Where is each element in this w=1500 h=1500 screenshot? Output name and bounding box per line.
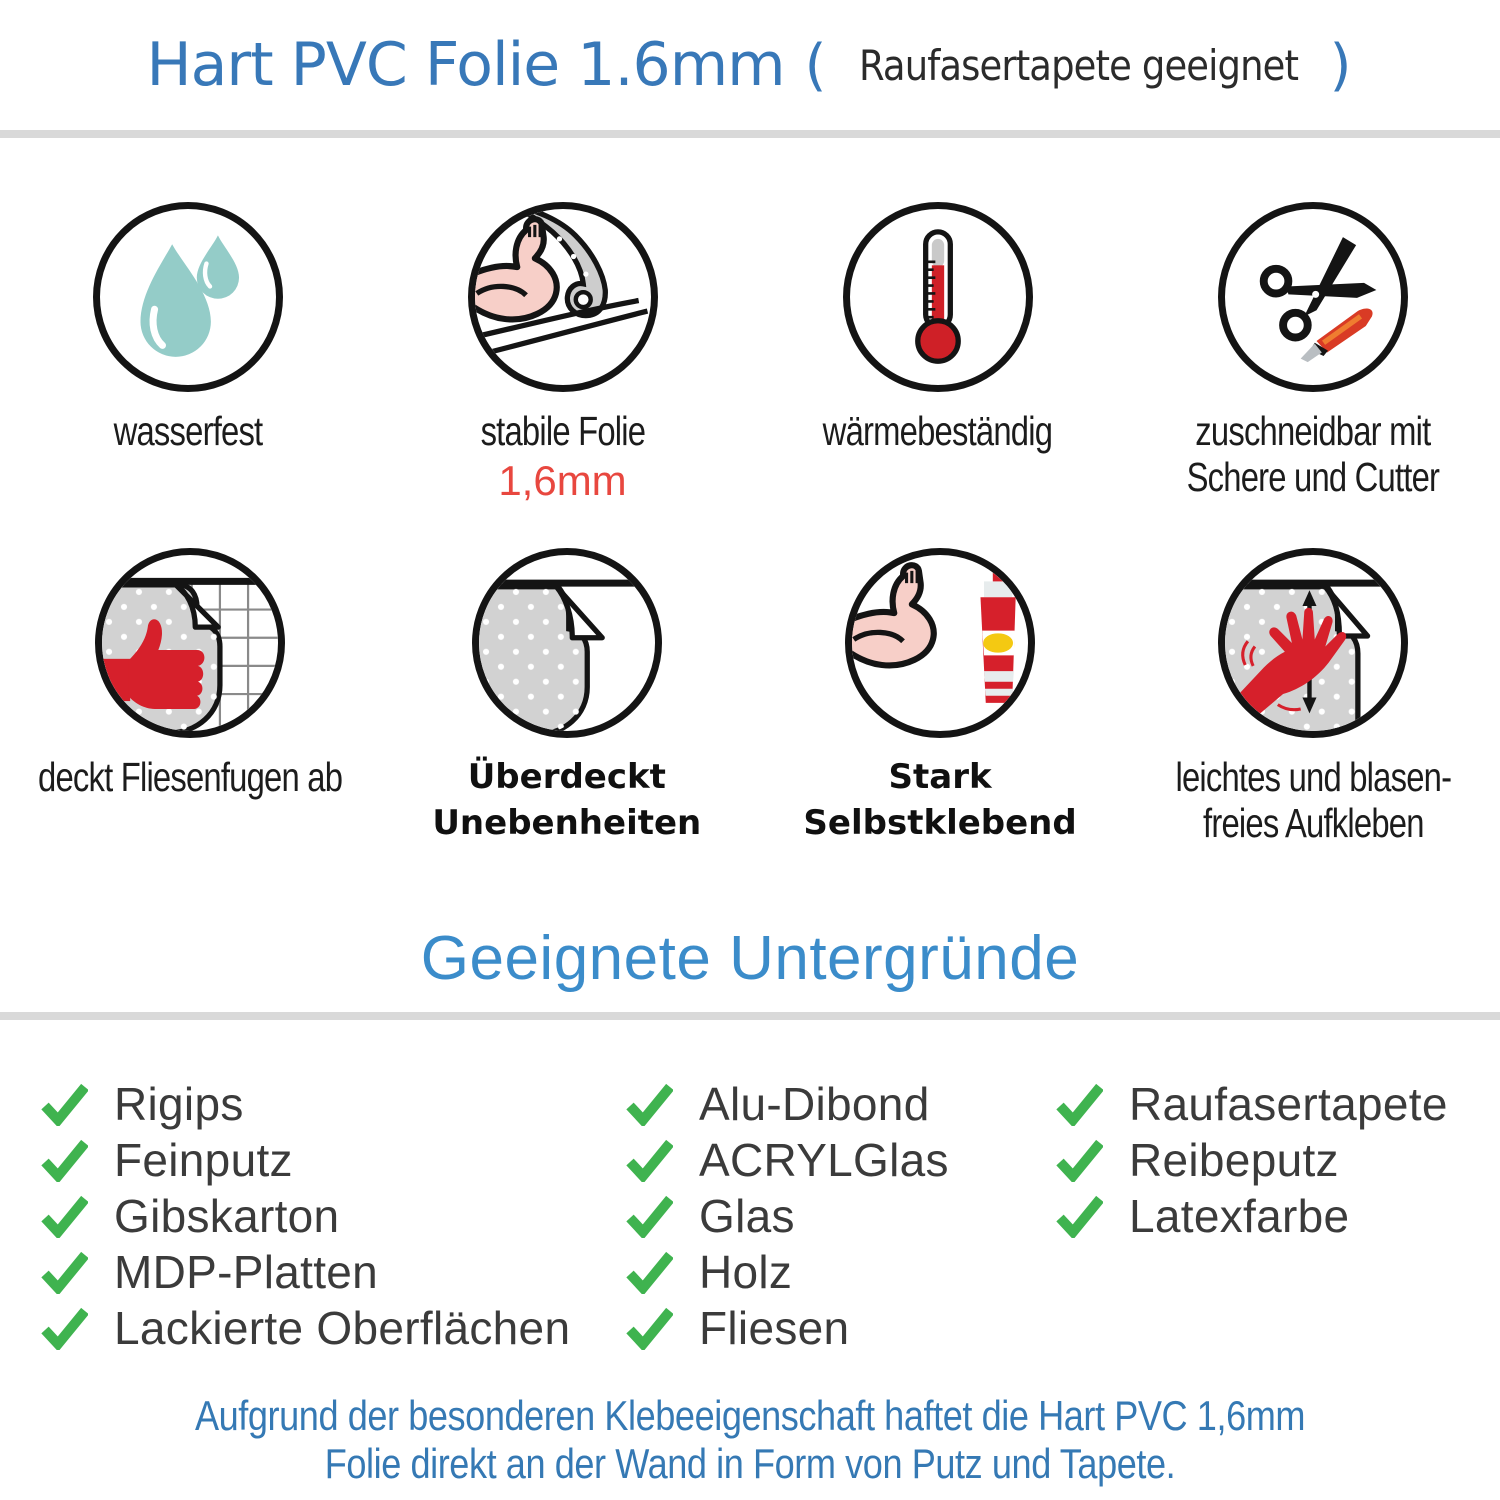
footer-line: Folie direkt an der Wand in Form von Put… (324, 1440, 1176, 1487)
feature-self-adhesive: Stark Selbstklebend (753, 548, 1126, 846)
title-paren-close: ) (1329, 32, 1352, 98)
feature-label: Stark Selbstklebend (803, 757, 1077, 843)
check-icon (1056, 1083, 1103, 1126)
check-icon (41, 1083, 88, 1126)
scissors-cutter-icon (1259, 237, 1376, 363)
list-item: Gibskarton (40, 1188, 625, 1244)
feature-covers-bumps: Überdeckt Unebenheiten (380, 548, 753, 846)
feature-covers-grout: deckt Fliesenfugen ab (0, 548, 380, 846)
check-icon (626, 1307, 673, 1350)
check-icon (1056, 1139, 1103, 1182)
feature-cuttable: zuschneidbar mit Schere und Cutter (1125, 202, 1500, 504)
substrates-checklist: Rigips Feinputz Gibskarton MDP-Platten L… (0, 1020, 1500, 1356)
feature-stable-foil: stabile Folie 1,6mm (375, 202, 750, 504)
header: Hart PVC Folie 1.6mm ( Raufasertapete ge… (0, 0, 1500, 130)
check-icon (626, 1139, 673, 1182)
hand-smoothing-icon (1225, 579, 1402, 731)
check-icon (41, 1251, 88, 1294)
check-icon (1056, 1195, 1103, 1238)
feature-heat-resistant: wärmebeständig (750, 202, 1125, 504)
feature-label: zuschneidbar mit Schere und Cutter (1186, 408, 1439, 500)
list-item: Glas (625, 1188, 1055, 1244)
feature-grid: wasserfest stabile Folie 1,6mm (0, 138, 1500, 846)
muscle-glue-tube-icon (852, 562, 1016, 703)
feature-waterproof: wasserfest (0, 202, 375, 504)
page-title: Hart PVC Folie 1.6mm (146, 30, 786, 100)
thermometer-icon (914, 229, 961, 364)
list-item: Reibeputz (1055, 1132, 1500, 1188)
list-item: Rigips (40, 1076, 625, 1132)
check-icon (41, 1307, 88, 1350)
feature-easy-application: leichtes und blasen- freies Aufkleben (1127, 548, 1500, 846)
list-item: ACRYLGlas (625, 1132, 1055, 1188)
feature-label: Überdeckt Unebenheiten (432, 757, 702, 843)
substrates-heading-wrap: Geeignete Untergründe (0, 846, 1500, 1012)
check-icon (41, 1139, 88, 1182)
check-icon (626, 1083, 673, 1126)
check-icon (626, 1251, 673, 1294)
list-item: Lackierte Oberflächen (40, 1300, 625, 1356)
feature-label: deckt Fliesenfugen ab (38, 754, 343, 800)
substrates-column-1: Rigips Feinputz Gibskarton MDP-Platten L… (40, 1076, 625, 1356)
list-item: Alu-Dibond (625, 1076, 1055, 1132)
list-item: Raufasertapete (1055, 1076, 1500, 1132)
list-item: Fliesen (625, 1300, 1055, 1356)
tile-grout-thumb-icon (102, 577, 279, 731)
substrates-divider (0, 1012, 1500, 1020)
page-subtitle: Raufasertapete geeignet (858, 40, 1298, 90)
substrates-column-3: Raufasertapete Reibeputz Latexfarbe (1055, 1076, 1500, 1356)
footer-line: Aufgrund der besonderen Klebeeigenschaft… (194, 1392, 1306, 1439)
substrates-column-2: Alu-Dibond ACRYLGlas Glas Holz Fliesen (625, 1076, 1055, 1356)
list-item: MDP-Platten (40, 1244, 625, 1300)
water-drops-icon (139, 235, 239, 357)
header-divider (0, 130, 1500, 138)
substrates-heading: Geeignete Untergründe (420, 924, 1080, 993)
feature-label: leichtes und blasen- freies Aufkleben (1175, 754, 1452, 846)
thickness-value: 1,6mm (498, 457, 627, 504)
list-item: Latexfarbe (1055, 1188, 1500, 1244)
title-paren-open: ( (804, 32, 827, 98)
foil-covers-bumps-icon (478, 579, 655, 731)
list-item: Holz (625, 1244, 1055, 1300)
feature-label: wasserfest (113, 408, 263, 454)
check-icon (626, 1195, 673, 1238)
muscle-foil-roll-icon (474, 209, 648, 359)
check-icon (41, 1195, 88, 1238)
list-item: Feinputz (40, 1132, 625, 1188)
feature-label: stabile Folie 1,6mm (460, 408, 666, 504)
feature-label: wärmebeständig (822, 408, 1053, 454)
footer-note: Aufgrund der besonderen Klebeeigenschaft… (0, 1392, 1500, 1488)
